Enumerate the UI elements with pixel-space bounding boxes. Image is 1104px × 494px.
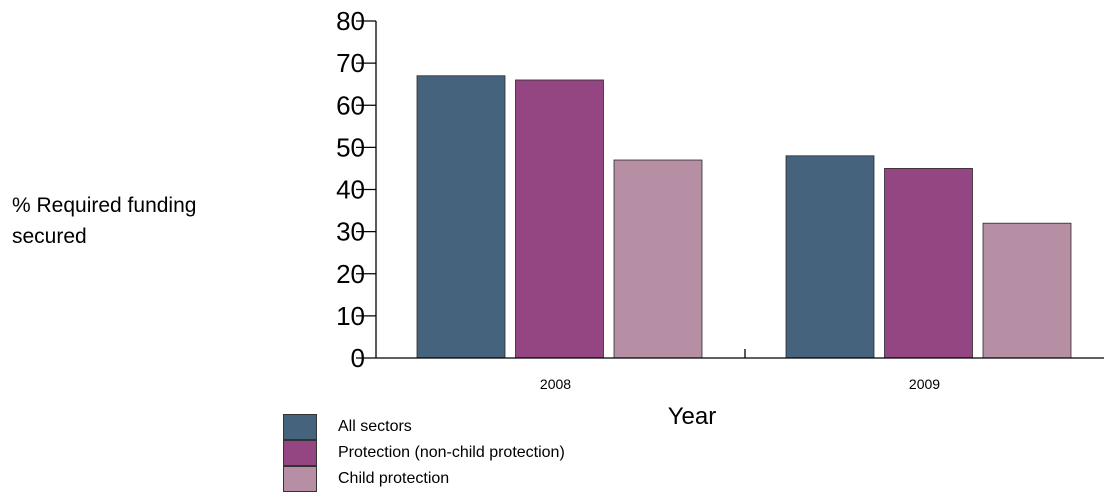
bar-all-sectors-2009: [785, 155, 875, 359]
legend-label: Child protection: [338, 470, 450, 487]
y-tick-label: 70: [336, 48, 365, 78]
legend-label: Protection (non-child protection): [338, 444, 565, 461]
legend: All sectors Protection (non-child protec…: [283, 414, 565, 492]
legend-swatch-all-sectors: [283, 414, 317, 440]
bar-child-protection-2008: [613, 159, 703, 359]
bar-child-protection-2009: [982, 222, 1072, 359]
legend-label: All sectors: [338, 418, 412, 435]
legend-swatch-protection-non-child: [283, 440, 317, 466]
y-tick-label: 80: [336, 6, 365, 36]
legend-item-child-protection: Child protection: [283, 466, 565, 492]
legend-item-protection-non-child: Protection (non-child protection): [283, 440, 565, 466]
legend-swatch-child-protection: [283, 466, 317, 492]
y-axis-label-line-1: % Required funding: [12, 194, 197, 217]
y-tick-label: 0: [351, 343, 365, 373]
y-tick-label: 30: [336, 217, 365, 247]
bar-protection-non-child-2008: [515, 79, 604, 359]
legend-item-all-sectors: All sectors: [283, 414, 565, 440]
x-tick-label: 2009: [909, 376, 940, 392]
bars: [416, 75, 1072, 359]
y-tick-label: 20: [336, 259, 365, 289]
y-tick-label: 50: [336, 132, 365, 162]
x-tick-label: 2008: [540, 376, 571, 392]
y-axis-label: % Required funding secured: [12, 190, 272, 252]
y-tick-label: 60: [336, 90, 365, 120]
bar-protection-non-child-2009: [884, 168, 973, 359]
bar-all-sectors-2008: [416, 75, 506, 359]
x-axis-title: Year: [668, 403, 717, 430]
x-axis-tick-labels: 2008 2009: [540, 376, 940, 392]
y-tick-label: 40: [336, 175, 365, 205]
y-axis-label-line-2: secured: [12, 225, 87, 248]
y-tick-label: 10: [336, 301, 365, 331]
y-axis-ticks: 0 10 20 30 40 50 60 70 80: [336, 6, 376, 373]
